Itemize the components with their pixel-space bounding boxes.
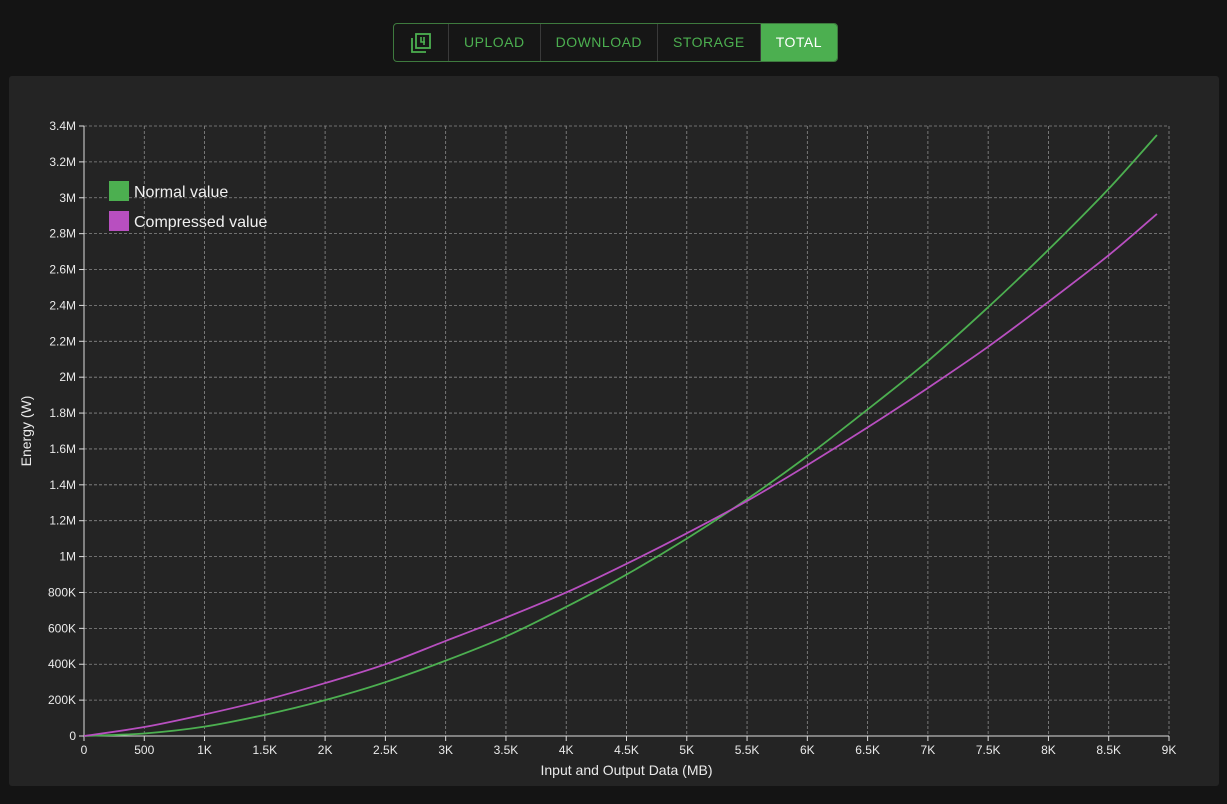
legend-label-normal-value: Normal value xyxy=(134,184,228,201)
x-tick-label: 4.5K xyxy=(614,743,639,757)
x-tick-label: 8.5K xyxy=(1096,743,1121,757)
y-tick-label: 1M xyxy=(59,550,76,564)
x-tick-label: 3.5K xyxy=(494,743,519,757)
x-tick-label: 4K xyxy=(559,743,574,757)
y-tick-label: 2.8M xyxy=(49,227,76,241)
x-tick-label: 6.5K xyxy=(855,743,880,757)
x-tick-label: 0 xyxy=(81,743,88,757)
x-tick-label: 5.5K xyxy=(735,743,760,757)
legend-swatch-normal-value xyxy=(109,181,129,201)
x-tick-label: 2K xyxy=(318,743,333,757)
x-tick-label: 8K xyxy=(1041,743,1056,757)
filter-4-icon[interactable] xyxy=(394,24,449,61)
y-tick-label: 0 xyxy=(69,729,76,743)
y-axis-ticks: 0 200K 400K 600K 800K 1M 1.2M 1.4M 1.6M 1.8M 2M 2.2… xyxy=(48,119,85,743)
y-tick-label: 1.6M xyxy=(49,442,76,456)
chart-legend: Normal value Compressed value xyxy=(109,181,268,231)
chart-series xyxy=(83,134,1158,737)
x-tick-label: 7.5K xyxy=(976,743,1001,757)
legend-swatch-compressed-value xyxy=(109,211,129,231)
y-tick-label: 3M xyxy=(59,191,76,205)
x-tick-label: 9K xyxy=(1162,743,1177,757)
y-tick-label: 1.8M xyxy=(49,406,76,420)
y-tick-label: 2M xyxy=(59,370,76,384)
y-tick-label: 2.4M xyxy=(49,298,76,312)
tab-storage[interactable]: STORAGE xyxy=(658,24,761,61)
y-tick-label: 1.4M xyxy=(49,478,76,492)
tab-download[interactable]: DOWNLOAD xyxy=(541,24,659,61)
y-tick-label: 400K xyxy=(48,657,76,671)
chart-panel: 0 500 1K 1.5K 2K 2.5K 3K 3.5K 4K 4.5K 5K 5.5K 6K 6.5K… xyxy=(9,76,1219,786)
series-line-compressed-value xyxy=(83,213,1158,737)
legend-label-compressed-value: Compressed value xyxy=(134,214,268,231)
y-tick-label: 3.4M xyxy=(49,119,76,133)
tab-total[interactable]: TOTAL xyxy=(760,24,838,61)
x-tick-label: 3K xyxy=(438,743,453,757)
y-axis-label: Energy (W) xyxy=(18,396,34,467)
y-tick-label: 600K xyxy=(48,621,76,635)
x-tick-label: 1K xyxy=(197,743,212,757)
y-tick-label: 1.2M xyxy=(49,514,76,528)
x-axis-ticks: 0 500 1K 1.5K 2K 2.5K 3K 3.5K 4K 4.5K 5K 5.5K 6K 6.5K… xyxy=(81,735,1177,757)
x-axis-label: Input and Output Data (MB) xyxy=(541,762,713,778)
x-tick-label: 5K xyxy=(679,743,694,757)
x-tick-label: 6K xyxy=(800,743,815,757)
x-tick-label: 7K xyxy=(921,743,936,757)
x-tick-label: 1.5K xyxy=(252,743,277,757)
y-tick-label: 800K xyxy=(48,585,76,599)
view-toolbar: UPLOAD DOWNLOAD STORAGE TOTAL xyxy=(393,23,839,62)
y-tick-label: 2.2M xyxy=(49,334,76,348)
tab-upload[interactable]: UPLOAD xyxy=(449,24,541,61)
series-line-normal-value xyxy=(83,134,1158,737)
energy-line-chart: 0 500 1K 1.5K 2K 2.5K 3K 3.5K 4K 4.5K 5K 5.5K 6K 6.5K… xyxy=(18,119,1177,778)
y-tick-label: 2.6M xyxy=(49,263,76,277)
x-tick-label: 2.5K xyxy=(373,743,398,757)
x-tick-label: 500 xyxy=(134,743,154,757)
y-tick-label: 3.2M xyxy=(49,155,76,169)
y-tick-label: 200K xyxy=(48,693,76,707)
